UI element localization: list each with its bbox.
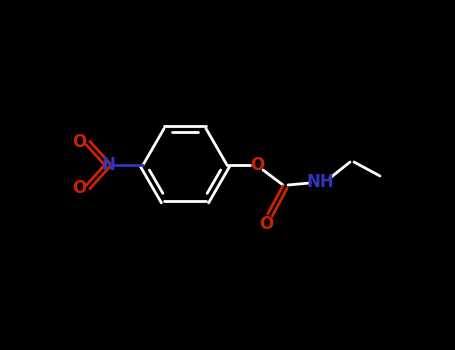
Text: O: O [259,215,273,233]
Text: O: O [72,133,86,151]
Text: O: O [250,156,264,174]
Text: O: O [72,179,86,197]
Text: NH: NH [306,173,334,191]
Text: N: N [101,156,115,174]
